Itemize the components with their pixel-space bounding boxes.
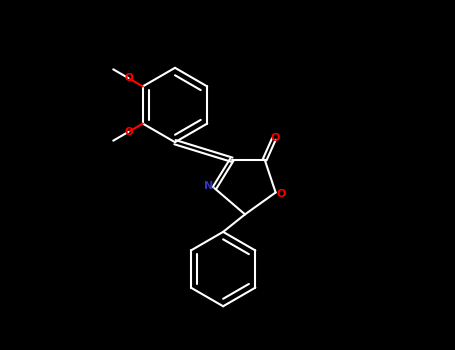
Text: O: O (271, 133, 280, 142)
Text: O: O (124, 127, 133, 137)
Text: O: O (124, 73, 133, 83)
Text: N: N (204, 181, 213, 191)
Text: O: O (276, 189, 286, 199)
